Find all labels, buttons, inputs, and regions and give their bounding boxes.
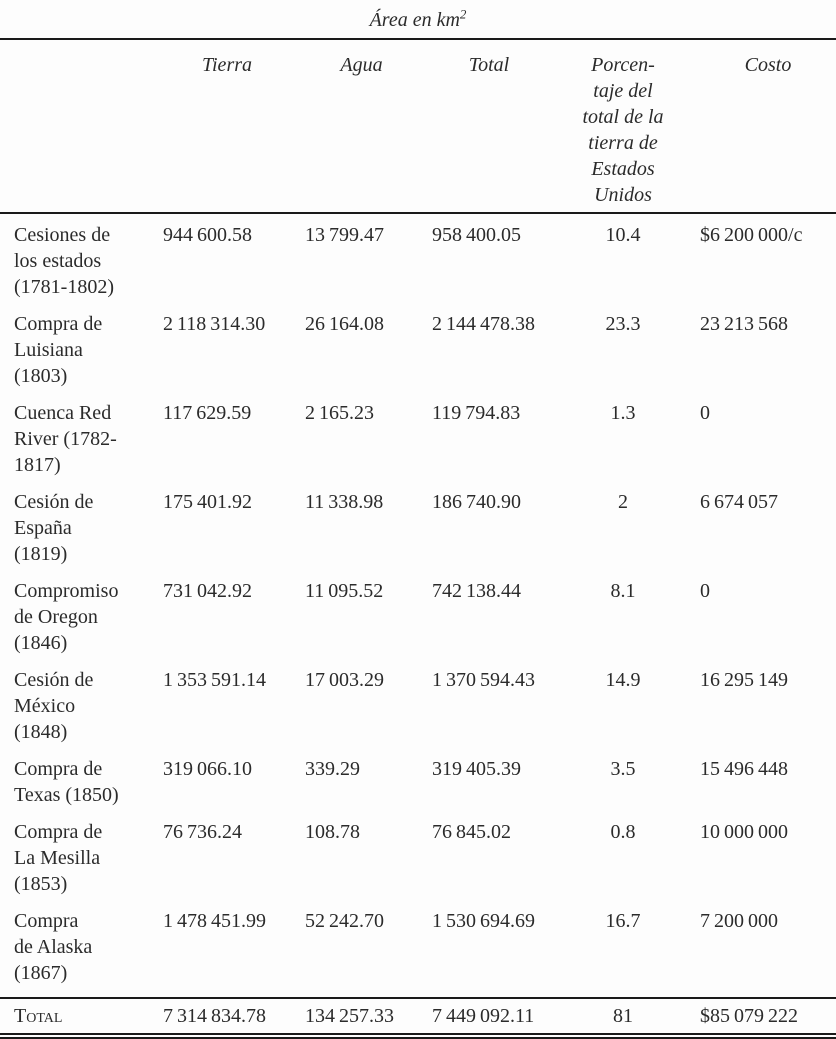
costo-cell: 0	[700, 580, 710, 602]
header-row-label	[0, 40, 149, 214]
table-row: Compra de Alaska (1867) 1 478 451.99 52 …	[0, 908, 836, 998]
porcentaje-cell: 14.9	[605, 669, 641, 691]
total-label-cell: Total	[0, 997, 149, 1035]
porcentaje-cell: 16.7	[605, 910, 641, 932]
porcentaje-cell: 23.3	[605, 313, 641, 335]
costo-cell: $6 200 000/c	[700, 224, 803, 246]
tierra-cell: 731 042.92	[163, 580, 253, 602]
agua-cell: 108.78	[305, 821, 360, 843]
total-agua-cell: 134 257.33	[291, 997, 418, 1035]
table-row: Cesión de México (1848) 1 353 591.14 17 …	[0, 667, 836, 756]
table-title-superscript: 2	[459, 6, 467, 22]
row-label-cell: Compra de Texas (1850)	[14, 758, 119, 806]
tierra-cell: 1 353 591.14	[163, 669, 267, 691]
costo-cell: 16 295 149	[700, 669, 789, 691]
agua-cell: 11 338.98	[305, 491, 384, 513]
total-cell: 958 400.05	[432, 224, 522, 246]
costo-cell: 23 213 568	[700, 313, 789, 335]
total-costo-cell: $85 079 222	[686, 997, 836, 1035]
costo-cell: 10 000 000	[700, 821, 789, 843]
header-tierra: Tierra	[149, 40, 291, 214]
total-cell: 186 740.90	[432, 491, 522, 513]
header-agua: Agua	[291, 40, 418, 214]
total-total-cell: 7 449 092.11	[418, 997, 546, 1035]
tierra-cell: 76 736.24	[163, 821, 243, 843]
tierra-cell: 2 118 314.30	[163, 313, 266, 335]
agua-cell: 26 164.08	[305, 313, 385, 335]
total-cell: 76 845.02	[432, 821, 512, 843]
row-label-cell: Cesiones de los estados (1781-1802)	[14, 224, 114, 298]
table-row: Compra de Texas (1850) 319 066.10 339.29…	[0, 756, 836, 819]
table-title-text: Área en km	[369, 9, 460, 31]
agua-cell: 2 165.23	[305, 402, 375, 424]
table-row: Compra de La Mesilla (1853) 76 736.24 10…	[0, 819, 836, 908]
header-total: Total	[418, 40, 546, 214]
header-row: Tierra Agua Total Porcen- taje del total…	[0, 40, 836, 214]
total-porcentaje-cell: 81	[546, 997, 686, 1035]
area-table: Tierra Agua Total Porcen- taje del total…	[0, 40, 836, 1035]
table-body: Cesiones de los estados (1781-1802) 944 …	[0, 213, 836, 998]
total-cell: 1 530 694.69	[432, 910, 536, 932]
row-label-cell: Cesión de España (1819)	[14, 491, 94, 565]
row-label-cell: Compra de Alaska (1867)	[14, 910, 93, 984]
porcentaje-cell: 2	[618, 491, 628, 513]
porcentaje-cell: 3.5	[610, 758, 636, 780]
total-tierra-cell: 7 314 834.78	[149, 997, 291, 1035]
costo-cell: 0	[700, 402, 710, 424]
porcentaje-cell: 0.8	[610, 821, 636, 843]
table-row: Cesiones de los estados (1781-1802) 944 …	[0, 213, 836, 311]
row-label-cell: Cesión de México (1848)	[14, 669, 94, 743]
porcentaje-cell: 8.1	[610, 580, 636, 602]
total-cell: 119 794.83	[432, 402, 521, 424]
agua-cell: 52 242.70	[305, 910, 385, 932]
header-costo: Costo	[686, 40, 836, 214]
table-row: Compromiso de Oregon (1846) 731 042.92 1…	[0, 578, 836, 667]
tierra-cell: 944 600.58	[163, 224, 253, 246]
total-cell: 742 138.44	[432, 580, 522, 602]
total-cell: 2 144 478.38	[432, 313, 536, 335]
tierra-cell: 319 066.10	[163, 758, 253, 780]
bottom-double-rule	[0, 1037, 836, 1039]
costo-cell: 6 674 057	[700, 491, 779, 513]
row-label-cell: Compromiso de Oregon (1846)	[14, 580, 119, 654]
porcentaje-cell: 1.3	[610, 402, 636, 424]
row-label-cell: Cuenca Red River (1782- 1817)	[14, 402, 117, 476]
tierra-cell: 117 629.59	[163, 402, 252, 424]
table-footer: Total 7 314 834.78 134 257.33 7 449 092.…	[0, 997, 836, 1035]
tierra-cell: 1 478 451.99	[163, 910, 267, 932]
agua-cell: 11 095.52	[305, 580, 384, 602]
table-row: Cesión de España (1819) 175 401.92 11 33…	[0, 489, 836, 578]
agua-cell: 17 003.29	[305, 669, 385, 691]
tierra-cell: 175 401.92	[163, 491, 253, 513]
table-header: Tierra Agua Total Porcen- taje del total…	[0, 40, 836, 214]
row-label-cell: Compra de La Mesilla (1853)	[14, 821, 103, 895]
agua-cell: 339.29	[305, 758, 360, 780]
total-row: Total 7 314 834.78 134 257.33 7 449 092.…	[0, 997, 836, 1035]
table-row: Cuenca Red River (1782- 1817) 117 629.59…	[0, 400, 836, 489]
agua-cell: 13 799.47	[305, 224, 385, 246]
table-row: Compra de Luisiana (1803) 2 118 314.30 2…	[0, 311, 836, 400]
porcentaje-cell: 10.4	[605, 224, 641, 246]
total-cell: 1 370 594.43	[432, 669, 536, 691]
header-porcentaje: Porcen- taje del total de la tierra de E…	[546, 40, 686, 214]
row-label-cell: Compra de Luisiana (1803)	[14, 313, 103, 387]
total-cell: 319 405.39	[432, 758, 522, 780]
costo-cell: 7 200 000	[700, 910, 779, 932]
costo-cell: 15 496 448	[700, 758, 789, 780]
table-title: Área en km2	[0, 0, 836, 40]
